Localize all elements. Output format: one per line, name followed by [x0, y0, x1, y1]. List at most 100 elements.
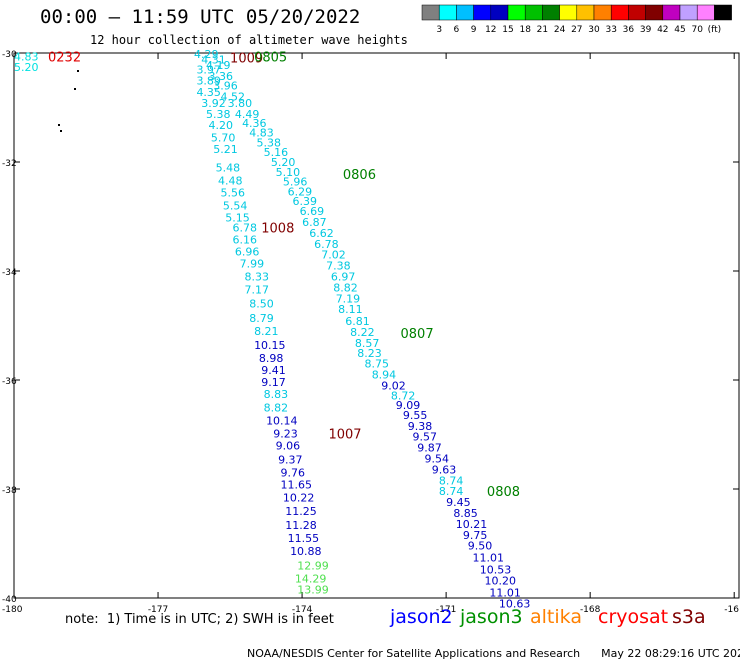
- color-swatch: [559, 4, 578, 21]
- color-swatch: [542, 4, 560, 21]
- wave-height-label: 9.87: [417, 442, 442, 455]
- wave-height-label: 4.29: [194, 48, 219, 61]
- wave-height-label: 6.97: [331, 270, 356, 283]
- wave-height-label: 3.80: [228, 97, 253, 110]
- lat-tick-label: -40: [2, 595, 17, 605]
- wave-height-label: 13.99: [297, 583, 329, 596]
- wave-height-label: 7.17: [244, 284, 268, 297]
- wave-height-label: 11.25: [285, 505, 317, 518]
- wave-height-label: 7.38: [326, 260, 351, 273]
- wave-height-label: 10.53: [480, 564, 512, 577]
- wave-height-label: 8.74: [439, 485, 464, 498]
- satellite-legend-jason3: jason3: [460, 606, 523, 628]
- wave-height-label: 4.83: [249, 127, 273, 140]
- wave-height-label: 8.79: [249, 312, 273, 325]
- satellite-legend-jason2: jason2: [390, 606, 453, 628]
- color-scale-label: 36: [623, 25, 635, 35]
- pass-time-label: 0232: [48, 50, 81, 65]
- wave-height-label: 9.17: [261, 376, 286, 389]
- lon-tick-label: -16: [724, 605, 739, 615]
- pass-time-label: 1008: [261, 221, 294, 236]
- wave-height-label: 5.38: [256, 136, 281, 149]
- wave-height-label: 4.52: [220, 91, 245, 104]
- wave-height-label: 5.56: [220, 187, 245, 200]
- lat-tick-label: -38: [2, 486, 17, 496]
- wave-height-label: 6.29: [288, 185, 313, 198]
- color-scale-label: 70: [691, 25, 703, 35]
- wave-height-label: 3.96: [213, 80, 238, 93]
- wave-height-label: 8.11: [338, 303, 363, 316]
- pass-time-label: 0808: [487, 485, 520, 500]
- lat-tick-label: -36: [2, 377, 17, 387]
- wave-height-label: 5.96: [283, 176, 308, 189]
- color-swatch: [662, 4, 681, 21]
- wave-height-label: 9.37: [278, 454, 303, 467]
- map-frame: [13, 52, 740, 599]
- wave-height-label: 9.76: [280, 467, 305, 480]
- wave-height-label: 3.89: [196, 74, 221, 87]
- wave-height-label: 8.57: [355, 337, 380, 350]
- wave-height-label: 7.99: [240, 257, 264, 270]
- color-swatch: [438, 4, 457, 21]
- wave-height-label: 10.88: [290, 545, 322, 558]
- wave-height-label: 8.50: [249, 298, 273, 311]
- wave-height-label: 8.33: [244, 270, 268, 283]
- wave-height-label: 11.55: [288, 532, 320, 545]
- lat-tick-label: -30: [2, 50, 17, 60]
- wave-height-label: 9.57: [413, 431, 438, 444]
- lon-tick-label: -177: [148, 605, 168, 615]
- wave-height-label: 7.19: [336, 292, 361, 305]
- wave-height-label: 9.75: [463, 529, 488, 542]
- wave-height-label: 8.22: [350, 326, 375, 339]
- wave-height-label: 4.83: [14, 50, 39, 63]
- color-swatch: [576, 4, 595, 21]
- wave-height-label: 14.29: [295, 572, 327, 585]
- color-swatch: [645, 4, 664, 21]
- wave-height-label: 8.85: [453, 507, 478, 520]
- color-scale-label: 39: [640, 25, 652, 35]
- satellite-legend-s3a: s3a: [672, 606, 706, 628]
- lat-tick-label: -34: [2, 268, 17, 278]
- lat-tick-label: -32: [2, 159, 17, 169]
- map-subtitle: 12 hour collection of altimeter wave hei…: [90, 33, 408, 47]
- color-scale-label: 33: [605, 25, 616, 35]
- island-dot: [58, 124, 60, 126]
- wave-height-label: 9.50: [468, 540, 493, 553]
- wave-height-label: 5.48: [216, 161, 241, 174]
- lon-tick-label: -174: [292, 605, 313, 615]
- credit-org: NOAA/NESDIS Center for Satellite Applica…: [247, 647, 581, 660]
- lon-tick-label: -171: [436, 605, 456, 615]
- wave-height-label: 6.78: [232, 221, 257, 234]
- wave-height-label: 9.54: [425, 452, 450, 465]
- color-scale-label: 3: [436, 25, 442, 35]
- pass-time-label: 0807: [401, 327, 434, 342]
- wave-height-label: 3.97: [196, 63, 221, 76]
- wave-height-label: 6.16: [232, 233, 257, 246]
- color-swatch: [473, 4, 492, 21]
- color-swatch: [714, 4, 732, 21]
- wave-height-label: 11.01: [473, 552, 505, 565]
- wave-height-label: 9.02: [381, 379, 406, 392]
- color-scale-label: 9: [471, 25, 477, 35]
- wave-height-label: 6.69: [300, 205, 325, 218]
- island-dot: [60, 130, 62, 132]
- wave-height-label: 6.96: [235, 245, 260, 258]
- color-scale-label: 18: [519, 25, 531, 35]
- color-scale-label: 21: [537, 25, 548, 35]
- wave-height-label: 5.20: [271, 156, 296, 169]
- wave-height-label: 8.75: [364, 358, 389, 371]
- wave-height-label: 4.19: [206, 59, 231, 72]
- color-swatch: [524, 4, 543, 21]
- wave-height-label: 5.38: [206, 108, 231, 121]
- wave-height-label: 6.62: [309, 227, 334, 240]
- wave-height-label: 9.06: [276, 439, 301, 452]
- wave-height-label: 5.20: [14, 61, 39, 74]
- footer-credit: NOAA/NESDIS Center for Satellite Applica…: [240, 634, 740, 660]
- satellite-legend-altika: altika: [530, 606, 582, 628]
- wave-height-label: 4.20: [208, 119, 233, 132]
- wave-height-label: 10.22: [283, 492, 315, 505]
- island-dot: [77, 70, 79, 72]
- wave-height-label: 10.63: [499, 597, 531, 610]
- color-scale-label: 42: [657, 25, 668, 35]
